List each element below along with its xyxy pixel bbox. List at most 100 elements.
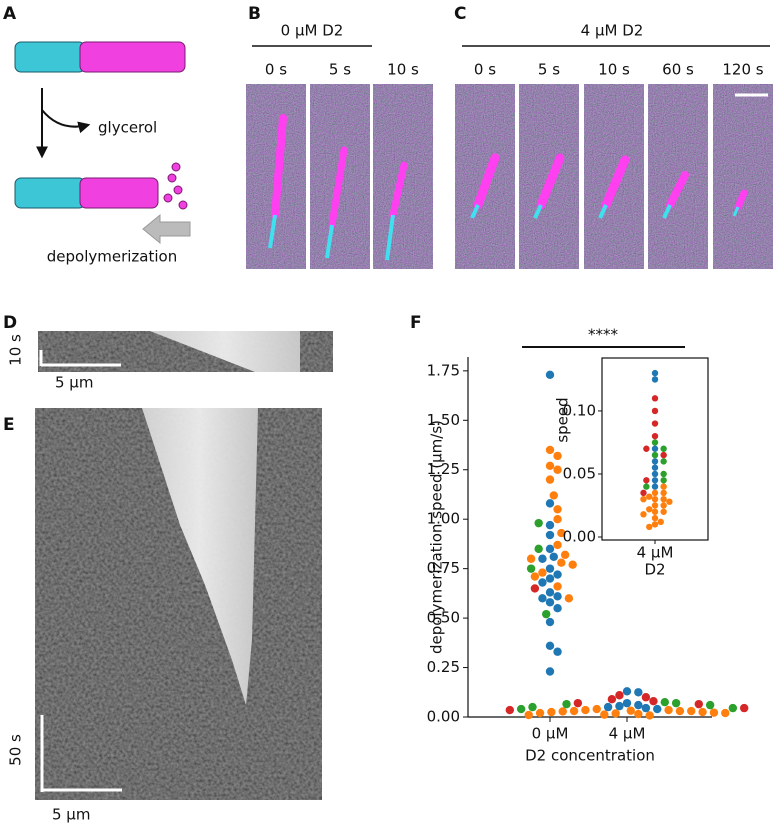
data-point: [553, 540, 562, 550]
y-tick-label: 0.25: [427, 658, 460, 676]
data-point: [641, 693, 651, 702]
inset-data-point: [651, 514, 659, 522]
data-point: [649, 696, 658, 706]
data-point: [534, 518, 543, 528]
time-label: 5 s: [329, 61, 351, 79]
data-point: [545, 499, 555, 508]
data-point: [538, 594, 547, 603]
data-point: [542, 609, 551, 619]
data-point: [516, 704, 526, 714]
inset-data-point: [646, 493, 653, 500]
data-point: [615, 691, 624, 700]
micrographs: [246, 84, 433, 269]
data-point: [538, 554, 547, 563]
data-point: [558, 707, 567, 716]
data-point: [641, 703, 651, 713]
inset-data-point: [660, 470, 667, 478]
inset-data-point: [657, 518, 664, 526]
data-point: [607, 694, 617, 704]
data-point: [568, 560, 577, 569]
y-tick-label: 0.10: [563, 401, 596, 419]
inset-data-point: [640, 489, 647, 497]
data-point: [553, 514, 562, 524]
data-point: [553, 505, 562, 514]
inset-data-point: [651, 464, 659, 471]
time-label: 0 s: [265, 61, 287, 79]
scale-label: 5 μm: [55, 374, 93, 392]
data-point: [545, 520, 555, 530]
data-point: [573, 698, 583, 708]
inset-data-point: [651, 489, 659, 497]
panel-label: A: [3, 4, 17, 24]
x-tick-label: 4 μM: [637, 544, 674, 562]
y-tick-label: 0.50: [427, 609, 460, 627]
inset-data-point: [651, 451, 659, 459]
inset-data-point: [651, 439, 659, 446]
data-point: [634, 700, 643, 710]
data-point: [553, 647, 562, 656]
data-point: [545, 475, 555, 484]
inset-data-point: [660, 508, 667, 515]
panel-label: D: [3, 313, 17, 333]
inset-data-point: [651, 477, 659, 484]
data-point: [645, 711, 654, 720]
data-point: [538, 578, 547, 587]
inset-data-point: [660, 477, 667, 484]
inset-data-point: [651, 432, 659, 440]
x-tick-label: 0 μM: [532, 725, 569, 743]
y-axis-label: depolymerization speed (μm/s): [428, 420, 446, 654]
data-point: [545, 530, 555, 540]
inset-data-point: [660, 495, 667, 503]
annotation: glycerol: [98, 119, 157, 137]
inset-data-point: [651, 407, 659, 415]
data-point: [553, 570, 562, 579]
data-point: [739, 703, 749, 713]
inset-data-point: [666, 498, 673, 505]
data-point: [547, 707, 556, 717]
inset-data-point: [651, 458, 659, 465]
data-point: [545, 641, 555, 650]
inset-data-point: [651, 470, 659, 478]
data-point: [634, 709, 643, 719]
data-point: [622, 698, 632, 708]
data-point: [728, 703, 738, 713]
inset-data-point: [660, 489, 667, 497]
scale-label: 5 μm: [52, 806, 90, 824]
inset-data-point: [651, 508, 659, 515]
panel-label: C: [454, 4, 466, 24]
data-point: [534, 544, 543, 554]
data-point: [553, 604, 562, 613]
data-point: [545, 564, 555, 573]
data-point: [545, 598, 555, 607]
data-point: [698, 707, 707, 717]
y-tick-label: 1.50: [427, 411, 460, 429]
data-point: [553, 465, 562, 474]
y-tick-label: 0.05: [563, 464, 596, 482]
data-point: [538, 568, 547, 577]
data-point: [569, 706, 579, 716]
microtubule-schematic: [14, 41, 191, 245]
kymograph: [35, 408, 322, 800]
data-point: [564, 594, 574, 603]
data-point: [535, 708, 545, 718]
panel-label: F: [410, 313, 422, 333]
time-label: 0 s: [474, 61, 496, 79]
time-label: 10 s: [598, 61, 630, 79]
data-point: [545, 574, 555, 583]
data-point: [545, 667, 555, 676]
time-label: 5 s: [538, 61, 560, 79]
data-point: [664, 705, 673, 715]
x-tick-label: 4 μM: [609, 725, 646, 743]
time-label: 60 s: [662, 61, 694, 79]
data-point: [545, 445, 555, 455]
significance: ****: [588, 326, 619, 344]
y-tick-label: 0.00: [563, 528, 596, 546]
condition-title: 4 μM D2: [581, 22, 644, 40]
inset-data-point: [651, 445, 659, 452]
inset-data-point: [640, 511, 647, 518]
data-point: [562, 699, 571, 709]
time-label: 10 s: [387, 61, 419, 79]
inset-y-axis-label: speed: [554, 397, 572, 442]
inset-data-point: [651, 376, 659, 383]
y-tick-label: 0.75: [427, 559, 460, 577]
